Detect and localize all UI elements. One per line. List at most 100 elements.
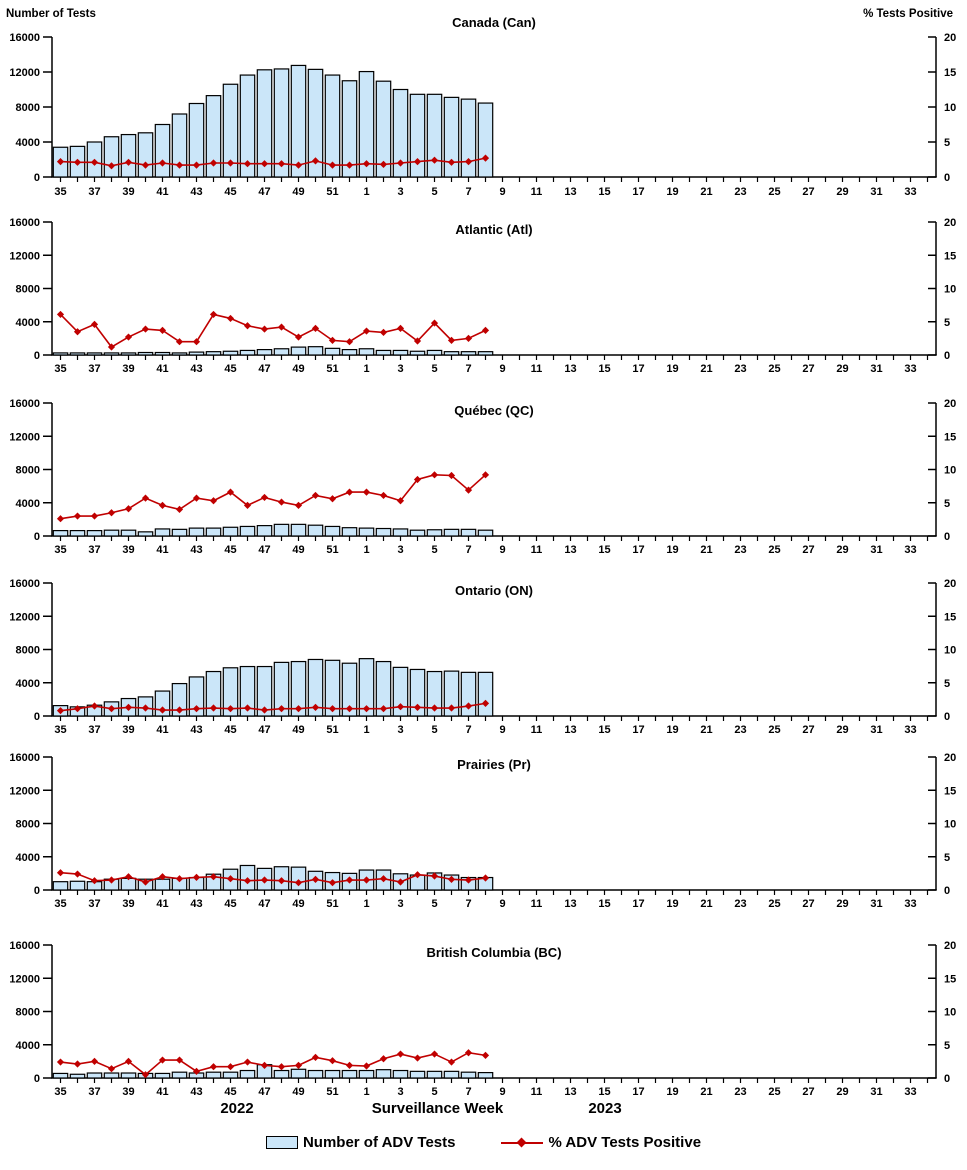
panel-pr: Prairies (Pr)040008000120001600005101520…: [9, 752, 956, 910]
svg-text:0: 0: [34, 350, 40, 362]
year-label-2023: 2023: [588, 1100, 622, 1117]
svg-text:3: 3: [397, 544, 403, 556]
pct-positive-line: [60, 871, 486, 884]
panel-title: British Columbia (BC): [426, 945, 561, 960]
svg-text:15: 15: [598, 724, 610, 736]
svg-text:4000: 4000: [16, 498, 40, 510]
svg-text:29: 29: [836, 1086, 848, 1098]
svg-text:13: 13: [564, 186, 576, 198]
panel-qc: Québec (QC)04000800012000160000510152035…: [9, 398, 956, 556]
svg-text:0: 0: [944, 350, 950, 362]
svg-text:4000: 4000: [16, 678, 40, 690]
legend-item-pct: % ADV Tests Positive: [501, 1134, 701, 1151]
svg-text:7: 7: [465, 724, 471, 736]
svg-text:25: 25: [768, 724, 780, 736]
svg-text:29: 29: [836, 363, 848, 375]
svg-text:16000: 16000: [9, 578, 40, 590]
svg-text:15: 15: [944, 250, 956, 262]
bars-number-of-tests: [52, 346, 494, 356]
svg-text:33: 33: [904, 186, 916, 198]
svg-text:47: 47: [258, 1086, 270, 1098]
svg-text:45: 45: [224, 186, 236, 198]
svg-text:5: 5: [431, 363, 437, 375]
legend: Number of ADV Tests % ADV Tests Positive: [0, 1134, 967, 1151]
svg-text:27: 27: [802, 544, 814, 556]
svg-text:43: 43: [190, 363, 202, 375]
svg-text:43: 43: [190, 186, 202, 198]
svg-text:1: 1: [363, 724, 369, 736]
svg-text:5: 5: [944, 317, 950, 329]
svg-text:1: 1: [363, 544, 369, 556]
svg-text:23: 23: [734, 724, 746, 736]
panel-can: Canada (Can)0400080001200016000051015203…: [9, 15, 956, 198]
svg-text:5: 5: [431, 1086, 437, 1098]
svg-text:15: 15: [598, 1086, 610, 1098]
svg-text:41: 41: [156, 898, 168, 910]
svg-text:10: 10: [944, 284, 956, 296]
svg-text:7: 7: [465, 186, 471, 198]
svg-text:11: 11: [531, 1086, 543, 1098]
svg-text:51: 51: [326, 898, 338, 910]
svg-text:20: 20: [944, 578, 956, 590]
svg-text:19: 19: [666, 898, 678, 910]
svg-text:15: 15: [944, 785, 956, 797]
svg-text:9: 9: [499, 724, 505, 736]
svg-text:47: 47: [258, 898, 270, 910]
svg-text:10: 10: [944, 645, 956, 657]
svg-text:23: 23: [734, 544, 746, 556]
svg-text:31: 31: [870, 724, 882, 736]
svg-text:4000: 4000: [16, 1040, 40, 1052]
svg-text:16000: 16000: [9, 217, 40, 229]
svg-text:39: 39: [122, 363, 134, 375]
svg-text:16000: 16000: [9, 752, 40, 764]
svg-text:49: 49: [292, 544, 304, 556]
svg-text:11: 11: [531, 724, 543, 736]
svg-text:49: 49: [292, 363, 304, 375]
svg-text:0: 0: [34, 711, 40, 723]
svg-text:15: 15: [944, 973, 956, 985]
svg-text:25: 25: [768, 363, 780, 375]
svg-text:49: 49: [292, 898, 304, 910]
pct-positive-line: [59, 313, 486, 349]
svg-text:41: 41: [156, 544, 168, 556]
svg-text:15: 15: [598, 898, 610, 910]
svg-text:3: 3: [397, 186, 403, 198]
svg-text:23: 23: [734, 363, 746, 375]
svg-text:35: 35: [54, 544, 66, 556]
svg-text:12000: 12000: [9, 611, 40, 623]
svg-text:20: 20: [944, 217, 956, 229]
right-axis-title: % Tests Positive: [863, 8, 953, 20]
svg-text:4000: 4000: [16, 852, 40, 864]
svg-text:45: 45: [224, 1086, 236, 1098]
svg-text:0: 0: [944, 172, 950, 184]
svg-text:27: 27: [802, 186, 814, 198]
svg-text:4000: 4000: [16, 137, 40, 149]
panel-title: Ontario (ON): [455, 583, 533, 598]
panel-title: Canada (Can): [452, 15, 536, 30]
legend-bars-label: Number of ADV Tests: [302, 1134, 456, 1151]
left-axis-title: Number of Tests: [6, 8, 96, 20]
svg-text:13: 13: [564, 898, 576, 910]
svg-text:10: 10: [944, 1007, 956, 1019]
svg-text:27: 27: [802, 363, 814, 375]
svg-text:27: 27: [802, 724, 814, 736]
svg-text:37: 37: [88, 724, 100, 736]
svg-text:20: 20: [944, 752, 956, 764]
pct-positive-markers: [56, 154, 490, 170]
svg-text:45: 45: [224, 724, 236, 736]
svg-text:0: 0: [944, 711, 950, 723]
svg-text:35: 35: [54, 898, 66, 910]
svg-text:13: 13: [564, 544, 576, 556]
svg-text:5: 5: [944, 1040, 950, 1052]
x-axis-title: Surveillance Week: [371, 1100, 504, 1117]
svg-text:39: 39: [122, 724, 134, 736]
svg-text:19: 19: [666, 724, 678, 736]
svg-text:37: 37: [88, 363, 100, 375]
svg-text:3: 3: [397, 898, 403, 910]
svg-text:35: 35: [54, 724, 66, 736]
svg-text:37: 37: [88, 898, 100, 910]
svg-text:29: 29: [836, 186, 848, 198]
svg-text:21: 21: [700, 1086, 712, 1098]
